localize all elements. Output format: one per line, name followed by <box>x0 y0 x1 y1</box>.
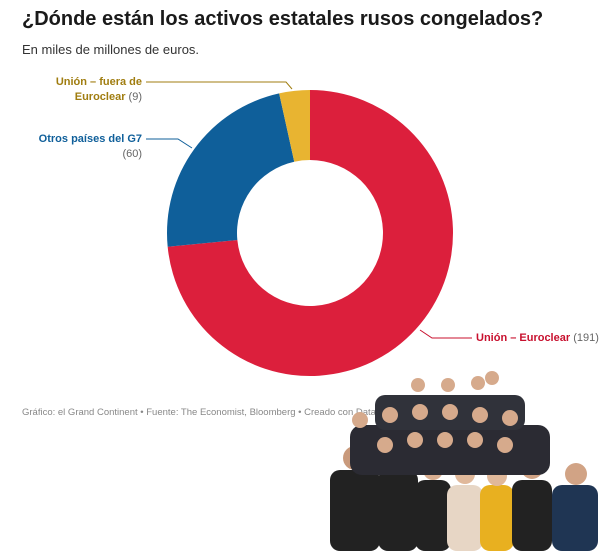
chart-subtitle: En miles de millones de euros. <box>22 42 200 57</box>
category-label: Unión – fuera de Euroclear <box>55 76 142 103</box>
donut-slice <box>167 93 295 247</box>
source-note: Gráfico: el Grand Continent • Fuente: Th… <box>22 407 411 418</box>
donut-slice <box>167 90 453 377</box>
slice-label: Unión – fuera de Euroclear (9) <box>42 75 142 105</box>
donut-slice <box>279 90 310 162</box>
leader-line <box>146 138 193 149</box>
value-label: (191) <box>573 332 599 344</box>
category-label: Unión – Euroclear <box>476 332 571 344</box>
value-label: (9) <box>128 91 142 103</box>
category-label: Otros países del G7 <box>38 133 142 145</box>
slice-label: Unión – Euroclear (191) <box>476 331 599 346</box>
chart-title: ¿Dónde están los activos estatales rusos… <box>22 8 544 30</box>
value-label: (60) <box>122 148 142 160</box>
leader-line <box>146 81 293 90</box>
leader-line <box>419 329 472 339</box>
slice-label: Otros países del G7 (60) <box>22 132 142 162</box>
